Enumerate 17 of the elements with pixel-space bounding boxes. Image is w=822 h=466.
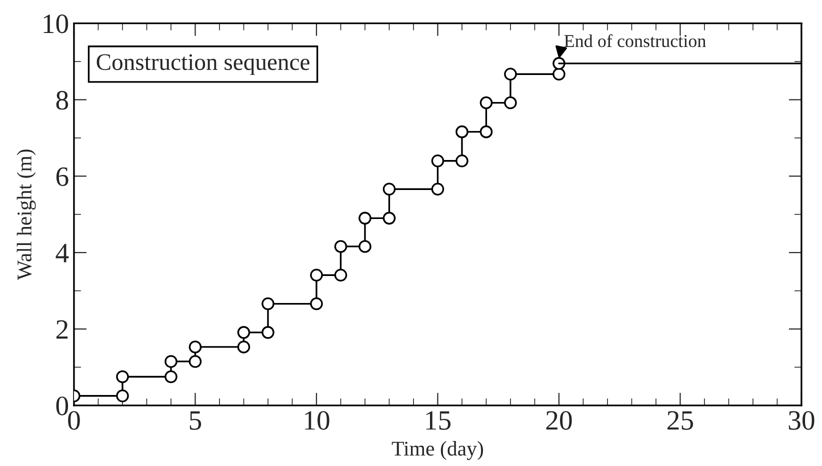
y-tick-label: 0 <box>56 396 68 416</box>
y-tick-label: 8 <box>56 90 68 110</box>
y-tick-label: 4 <box>56 244 69 262</box>
x-tick-label: 5 <box>190 411 202 430</box>
x-tick-label: 10 <box>305 411 330 430</box>
y-axis-title: Wall height (m) <box>16 150 36 280</box>
annotation: End of construction <box>564 34 706 48</box>
y-tick-label: 6 <box>56 167 68 186</box>
x-tick-label: 0 <box>68 411 80 430</box>
annotation: Construction sequence <box>96 54 310 75</box>
x-tick-label: 15 <box>426 411 451 430</box>
x-axis-title: Time (day) <box>392 441 483 460</box>
x-tick-label: 25 <box>668 411 694 430</box>
x-tick-label: 30 <box>788 411 814 430</box>
y-tick-label: 10 <box>44 14 68 34</box>
x-tick-label: 20 <box>546 411 572 430</box>
y-tick-label: 2 <box>56 320 68 339</box>
